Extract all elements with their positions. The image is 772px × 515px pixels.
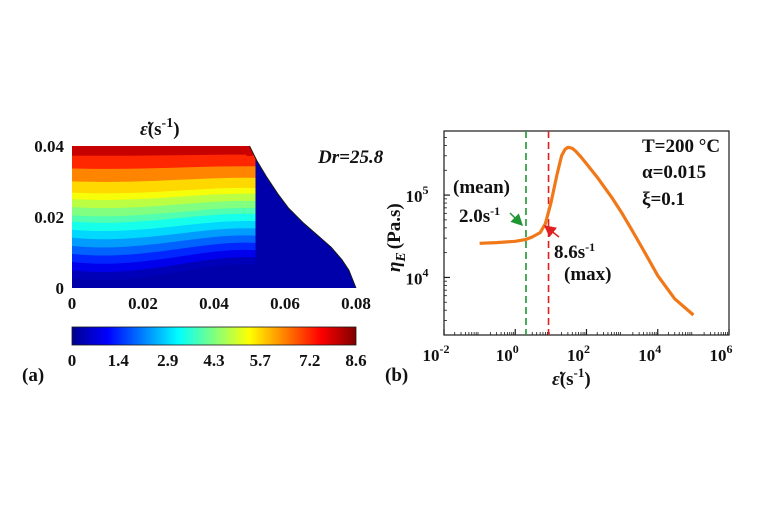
a-x-tick-labels: 0 0.02 0.04 0.06 0.08	[68, 294, 371, 313]
colorbar-tick-label: 4.3	[203, 351, 224, 370]
b-y-tick-label: 105	[406, 183, 429, 206]
colorbar-tick-labels: 0 1.4 2.9 4.3 5.7 7.2 8.6	[68, 351, 367, 370]
colorbar-tick-label: 8.6	[345, 351, 366, 370]
b-x-axis-label: ε̇(s-1)	[552, 365, 591, 390]
colorbar-tick-label: 2.9	[157, 351, 178, 370]
colorbar	[71, 326, 357, 346]
param-alpha: α=0.015	[642, 162, 706, 183]
b-x-tick-label: 100	[496, 342, 519, 365]
param-xi: ξ=0.1	[642, 189, 685, 210]
b-x-tick-label: 102	[567, 342, 590, 365]
a-title-exp: -1	[162, 116, 174, 131]
a-title-units: (s	[148, 119, 162, 140]
a-x-tick-label: 0.04	[199, 294, 229, 313]
colorbar-tick-label: 7.2	[299, 351, 320, 370]
mean-arrow	[509, 212, 524, 227]
a-y-tick-label: 0.02	[34, 208, 64, 227]
viscosity-curve	[479, 145, 695, 317]
b-x-units: (s	[560, 369, 574, 390]
b-y-axis-label: ηE (Pa.s)	[384, 203, 409, 272]
panel-label-a: (a)	[22, 365, 44, 386]
colorbar-tick-label: 5.7	[250, 351, 272, 370]
a-x-tick-label: 0.02	[128, 294, 158, 313]
free-surface-boundary	[249, 145, 357, 289]
b-y-units: (Pa.s)	[384, 203, 405, 249]
b-x-close: )	[584, 369, 590, 390]
a-title: ε̇(s-1)	[140, 116, 180, 140]
b-y-ticks: 104 105	[406, 130, 450, 336]
b-x-symbol: ε̇	[552, 369, 563, 390]
b-x-tick-label: 10-2	[423, 342, 450, 365]
a-x-tick-label: 0.06	[270, 294, 300, 313]
param-temperature: T=200 °C	[642, 136, 720, 157]
colorbar-tick-label: 1.4	[108, 351, 130, 370]
a-y-tick-labels: 0 0.02 0.04	[34, 137, 64, 298]
max-value-exp: -1	[585, 240, 595, 254]
a-title-symbol: ε̇	[140, 119, 151, 140]
mean-value: 2.0s-1	[459, 204, 500, 227]
strain-rate-field	[72, 146, 356, 288]
max-value: 8.6s-1	[554, 240, 595, 263]
a-y-tick-label: 0	[56, 279, 65, 298]
b-y-symbol: η	[384, 262, 405, 272]
b-x-ticks: 10-2 100 102 104 106	[423, 329, 733, 365]
panel-label-b: (b)	[385, 365, 408, 386]
max-value-text: 8.6s	[554, 242, 585, 263]
a-title-close: )	[173, 119, 179, 140]
mean-value-exp: -1	[490, 204, 500, 218]
mean-value-text: 2.0s	[459, 206, 490, 227]
b-x-tick-label: 104	[638, 342, 661, 365]
max-label: (max)	[564, 264, 611, 285]
a-x-tick-label: 0	[68, 294, 77, 313]
colorbar-tick-label: 0	[68, 351, 77, 370]
panel-a: 0 0.02 0.04 0.06 0.08 0 0.02 0.04 ε̇(s-1) Dr=2…	[22, 116, 384, 386]
contour-band	[72, 146, 256, 156]
corner-hotspot	[246, 146, 253, 156]
b-y-tick-label: 104	[406, 265, 429, 288]
dr-annotation: Dr=25.8	[317, 147, 384, 168]
a-x-tick-label: 0.08	[341, 294, 371, 313]
max-arrow	[543, 225, 560, 238]
b-x-tick-label: 106	[710, 342, 733, 365]
a-y-tick-label: 0.04	[34, 137, 64, 156]
b-x-exp: -1	[574, 365, 585, 380]
b-y-sub: E	[394, 252, 409, 262]
mean-label: (mean)	[453, 177, 510, 198]
